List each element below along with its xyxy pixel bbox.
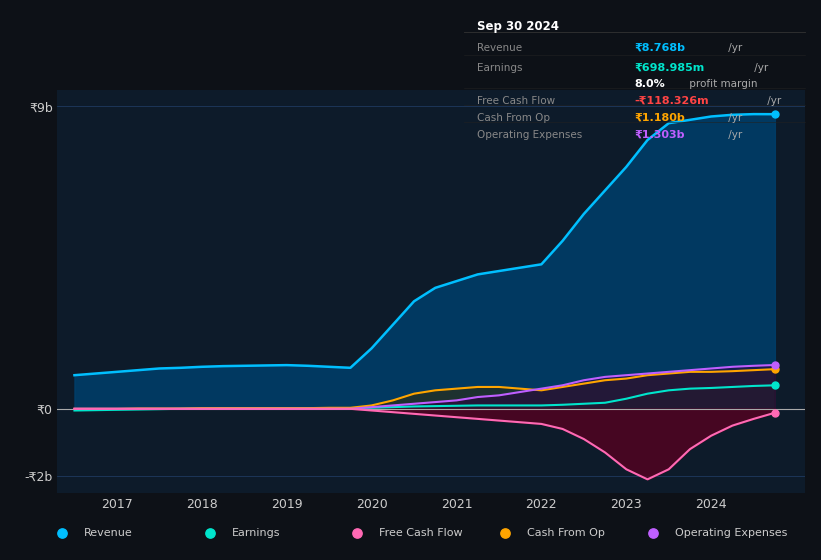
Text: Cash From Op: Cash From Op [527,529,605,538]
Text: Revenue: Revenue [84,529,133,538]
Point [768,381,782,390]
Text: profit margin: profit margin [686,78,758,88]
Text: /yr: /yr [725,130,742,140]
Point [768,361,782,370]
Text: Revenue: Revenue [478,43,523,53]
Text: Earnings: Earnings [232,529,280,538]
Text: Operating Expenses: Operating Expenses [675,529,787,538]
Point [55,529,68,538]
Point [768,408,782,417]
Point [768,365,782,374]
Text: Earnings: Earnings [478,63,523,73]
Text: ₹8.768b: ₹8.768b [635,43,686,53]
Point [203,529,216,538]
Text: /yr: /yr [750,63,768,73]
Text: ₹698.985m: ₹698.985m [635,63,704,73]
Text: -₹118.326m: -₹118.326m [635,96,709,106]
Point [351,529,364,538]
Text: /yr: /yr [725,43,742,53]
Text: 8.0%: 8.0% [635,78,665,88]
Text: Free Cash Flow: Free Cash Flow [379,529,463,538]
Text: /yr: /yr [764,96,781,106]
Text: Operating Expenses: Operating Expenses [478,130,583,140]
Point [498,529,511,538]
Text: Free Cash Flow: Free Cash Flow [478,96,556,106]
Text: ₹1.180b: ₹1.180b [635,113,685,123]
Text: /yr: /yr [725,113,742,123]
Text: Sep 30 2024: Sep 30 2024 [478,20,559,34]
Text: Cash From Op: Cash From Op [478,113,551,123]
Point [646,529,659,538]
Point [768,110,782,119]
Text: ₹1.303b: ₹1.303b [635,130,685,140]
